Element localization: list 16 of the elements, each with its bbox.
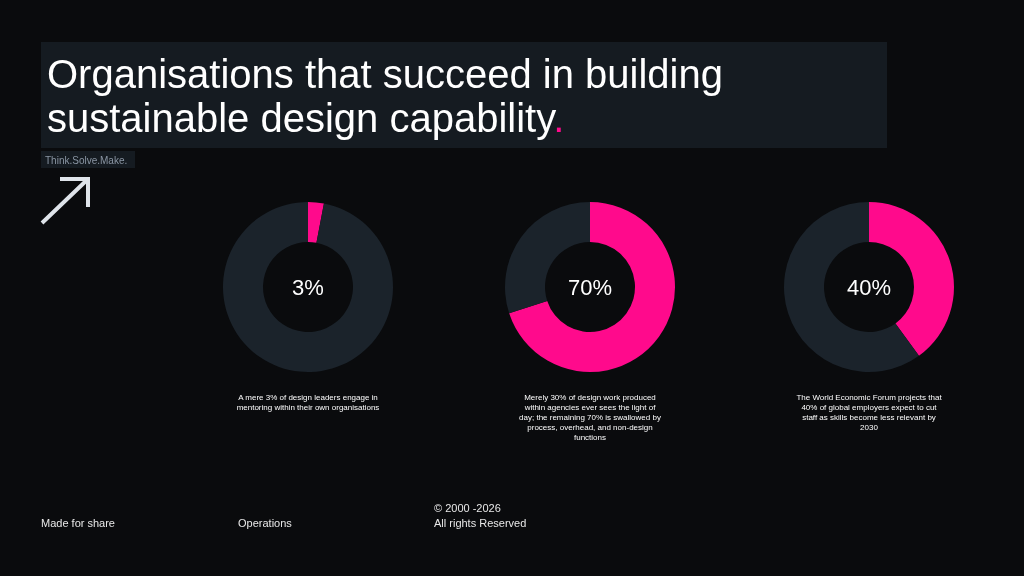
donut-slice <box>223 202 393 372</box>
text: A mere 3% of design leaders engage in mentoring within their own organisations <box>236 393 380 412</box>
text: Think.Solve.Make. <box>45 155 128 166</box>
donut-slice <box>509 202 675 372</box>
text: 70% <box>567 275 613 300</box>
text: All rights Reserved <box>434 517 527 529</box>
text: © 2000 -2026 <box>434 502 501 514</box>
text: 40% <box>846 275 892 300</box>
chart-title: Organisations that succeed in building sustainable design capability. <box>47 52 723 140</box>
text: Merely 30% of design work produced within agencies ever sees the light of day; the remaining 70% is swallowed by process, overhead, and non-design functions <box>519 393 661 442</box>
text: Operations <box>238 517 293 529</box>
donut-slice <box>784 202 919 372</box>
donut-slice <box>308 202 324 243</box>
text: The World Economic Forum projects that 40% of global employers expect to cut staff as skills become less relevant by 2030 <box>796 393 943 432</box>
text: Made for share <box>41 517 115 529</box>
text: 3% <box>292 275 324 300</box>
